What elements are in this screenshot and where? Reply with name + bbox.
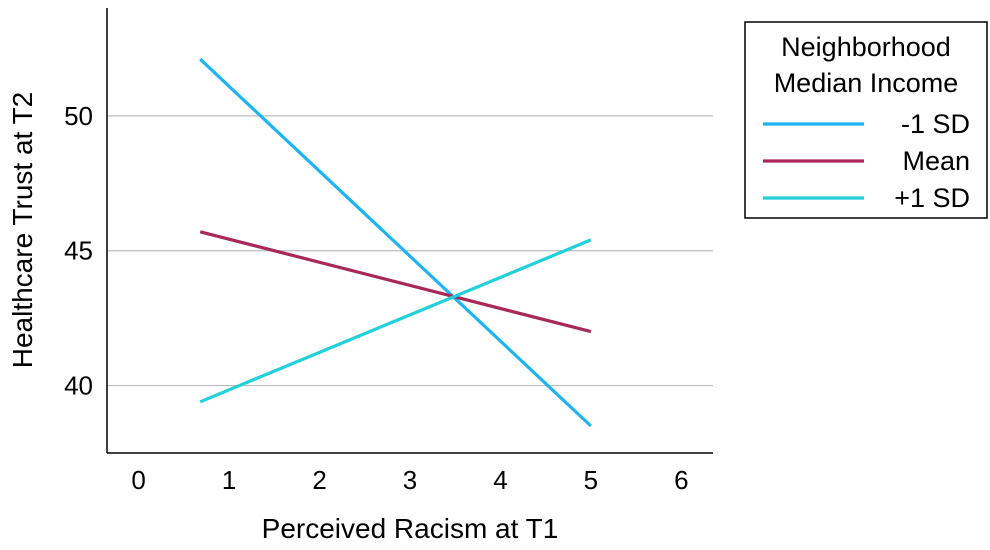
x-tick-label: 1 <box>222 465 236 495</box>
legend-title-line-1: Neighborhood <box>781 32 951 62</box>
x-tick-label: 3 <box>403 465 417 495</box>
y-axis-title: Healthcare Trust at T2 <box>7 92 38 369</box>
y-tick-label: 45 <box>64 236 93 266</box>
legend-label: Mean <box>902 146 970 176</box>
series-line <box>199 238 592 404</box>
legend-box <box>744 21 988 219</box>
legend-label: -1 SD <box>901 109 970 139</box>
y-tick-label: 40 <box>64 371 93 401</box>
series-line <box>199 58 592 428</box>
gridlines <box>107 115 713 387</box>
x-tick-label: 6 <box>674 465 688 495</box>
legend-label: +1 SD <box>894 183 970 213</box>
y-tick-labels: 40 45 50 <box>64 101 93 401</box>
x-tick-labels: 0 1 2 3 4 5 6 <box>131 465 688 495</box>
x-tick-label: 0 <box>131 465 145 495</box>
legend-items: -1 SD Mean +1 SD <box>763 109 970 213</box>
x-tick-label: 5 <box>584 465 598 495</box>
series-line <box>199 230 592 334</box>
x-tick-label: 4 <box>493 465 507 495</box>
legend-title-line-2: Median Income <box>774 68 959 98</box>
legend: Neighborhood Median Income -1 SD Mean +1 S… <box>744 21 988 219</box>
series-lines <box>199 58 592 428</box>
axes <box>106 8 713 454</box>
x-axis-title: Perceived Racism at T1 <box>262 513 559 544</box>
y-tick-label: 50 <box>64 101 93 131</box>
x-tick-label: 2 <box>312 465 326 495</box>
